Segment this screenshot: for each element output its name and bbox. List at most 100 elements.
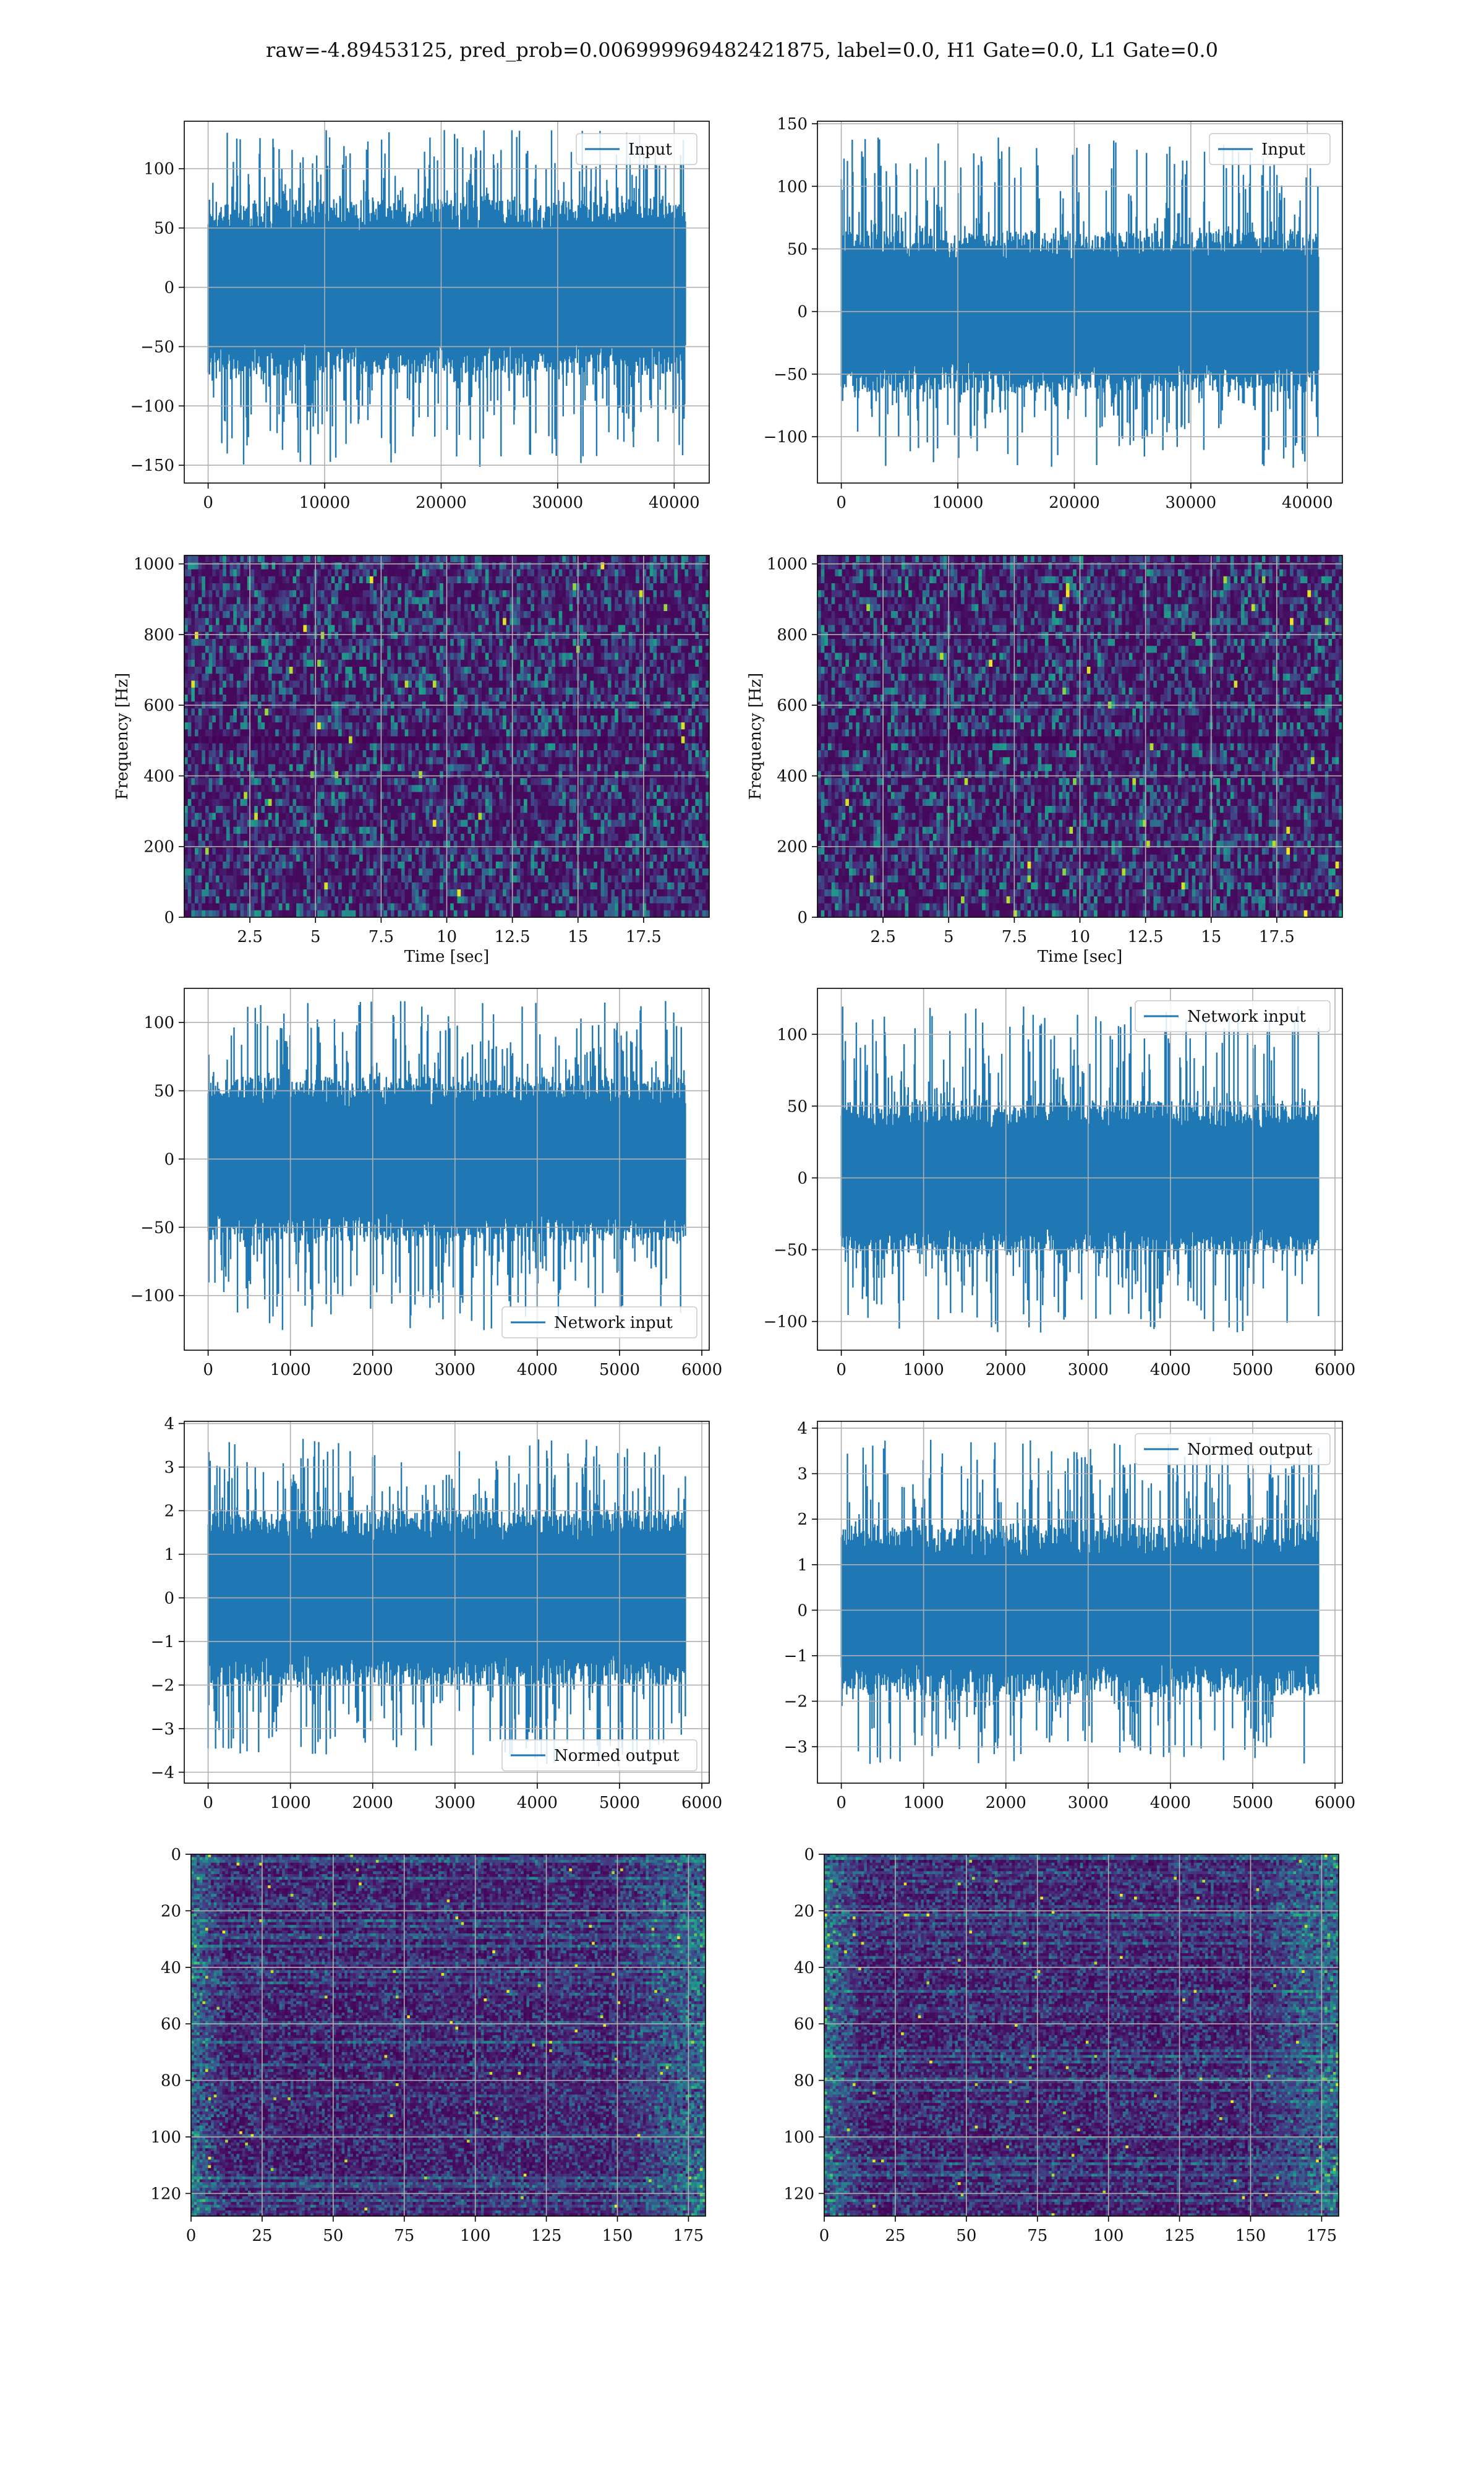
heatmap-cell	[612, 667, 615, 674]
heatmap-cell	[345, 653, 349, 661]
heatmap-cell	[251, 743, 255, 751]
heatmap-cell	[408, 618, 412, 625]
heatmap-cell	[503, 709, 506, 716]
heatmap-cell	[478, 743, 482, 751]
heatmap-cell	[534, 709, 538, 716]
heatmap-cell	[653, 660, 657, 667]
heatmap-cell	[292, 625, 296, 633]
heatmap-cell	[209, 737, 213, 744]
heatmap-cell	[205, 743, 209, 751]
heatmap-cell	[352, 716, 356, 723]
heatmap-cell	[695, 729, 699, 737]
heatmap-cell	[612, 632, 615, 640]
heatmap-cell	[467, 590, 471, 597]
heatmap-cell	[541, 674, 545, 681]
heatmap-cell	[233, 743, 237, 751]
heatmap-cell	[587, 667, 591, 674]
heatmap-cell	[195, 729, 198, 737]
heatmap-cell	[202, 639, 205, 646]
heatmap-cell	[184, 625, 188, 633]
heatmap-cell	[352, 688, 356, 695]
heatmap-cell	[265, 743, 268, 751]
heatmap-cell	[488, 667, 492, 674]
heatmap-cell	[366, 611, 370, 618]
heatmap-cell	[499, 597, 503, 605]
heatmap-cell	[692, 674, 696, 681]
heatmap-cell	[426, 604, 430, 612]
heatmap-cell	[317, 611, 321, 618]
heatmap-cell	[471, 764, 475, 772]
heatmap-cell	[345, 555, 349, 563]
heatmap-cell	[566, 764, 569, 772]
heatmap-cell	[699, 729, 702, 737]
heatmap-cell	[237, 771, 241, 779]
heatmap-cell	[184, 618, 188, 625]
heatmap-cell	[433, 750, 437, 758]
heatmap-cell	[233, 583, 237, 591]
heatmap-cell	[615, 611, 618, 618]
heatmap-cell	[566, 618, 569, 625]
heatmap-cell	[342, 570, 346, 577]
heatmap-cell	[478, 611, 482, 618]
heatmap-cell	[597, 583, 601, 591]
heatmap-cell	[695, 646, 699, 653]
heatmap-cell	[416, 729, 419, 737]
heatmap-cell	[268, 737, 272, 744]
heatmap-cell	[429, 695, 433, 702]
heatmap-cell	[184, 653, 188, 661]
heatmap-cell	[363, 757, 367, 764]
heatmap-cell	[251, 674, 255, 681]
heatmap-cell	[541, 695, 545, 702]
heatmap-cell	[426, 695, 430, 702]
heatmap-cell	[517, 688, 521, 695]
heatmap-cell	[422, 667, 426, 674]
heatmap-cell	[370, 576, 373, 584]
heatmap-cell	[335, 625, 338, 633]
heatmap-cell	[251, 688, 255, 695]
heatmap-cell	[527, 688, 531, 695]
heatmap-cell	[552, 646, 555, 653]
heatmap-cell	[262, 625, 265, 633]
heatmap-cell	[629, 695, 633, 702]
heatmap-cell	[292, 653, 296, 661]
heatmap-cell	[699, 583, 702, 591]
heatmap-cell	[583, 639, 587, 646]
heatmap-cell	[391, 570, 394, 577]
heatmap-cell	[454, 737, 458, 744]
heatmap-cell	[615, 570, 618, 577]
heatmap-cell	[580, 688, 584, 695]
heatmap-cell	[247, 590, 251, 597]
heatmap-cell	[622, 674, 626, 681]
heatmap-cell	[625, 660, 629, 667]
heatmap-cell	[569, 653, 573, 661]
heatmap-cell	[702, 681, 706, 688]
heatmap-cell	[265, 632, 268, 640]
heatmap-cell	[678, 743, 681, 751]
heatmap-cell	[216, 695, 220, 702]
heatmap-cell	[416, 555, 419, 563]
heatmap-cell	[416, 570, 419, 577]
heatmap-cell	[416, 709, 419, 716]
heatmap-cell	[335, 716, 338, 723]
heatmap-cell	[237, 555, 241, 563]
heatmap-cell	[538, 646, 542, 653]
heatmap-cell	[573, 604, 576, 612]
heatmap-cell	[594, 764, 597, 772]
heatmap-cell	[345, 604, 349, 612]
heatmap-cell	[461, 576, 464, 584]
heatmap-cell	[216, 716, 220, 723]
heatmap-cell	[338, 674, 342, 681]
heatmap-cell	[408, 597, 412, 605]
heatmap-cell	[471, 604, 475, 612]
heatmap-cell	[212, 778, 216, 785]
heatmap-cell	[408, 771, 412, 779]
heatmap-cell	[419, 639, 422, 646]
heatmap-cell	[184, 646, 188, 653]
heatmap-cell	[429, 653, 433, 661]
heatmap-cell	[499, 750, 503, 758]
heatmap-cell	[331, 764, 335, 772]
heatmap-cell	[674, 764, 678, 772]
heatmap-cell	[478, 667, 482, 674]
heatmap-cell	[548, 618, 552, 625]
heatmap-cell	[503, 778, 506, 785]
